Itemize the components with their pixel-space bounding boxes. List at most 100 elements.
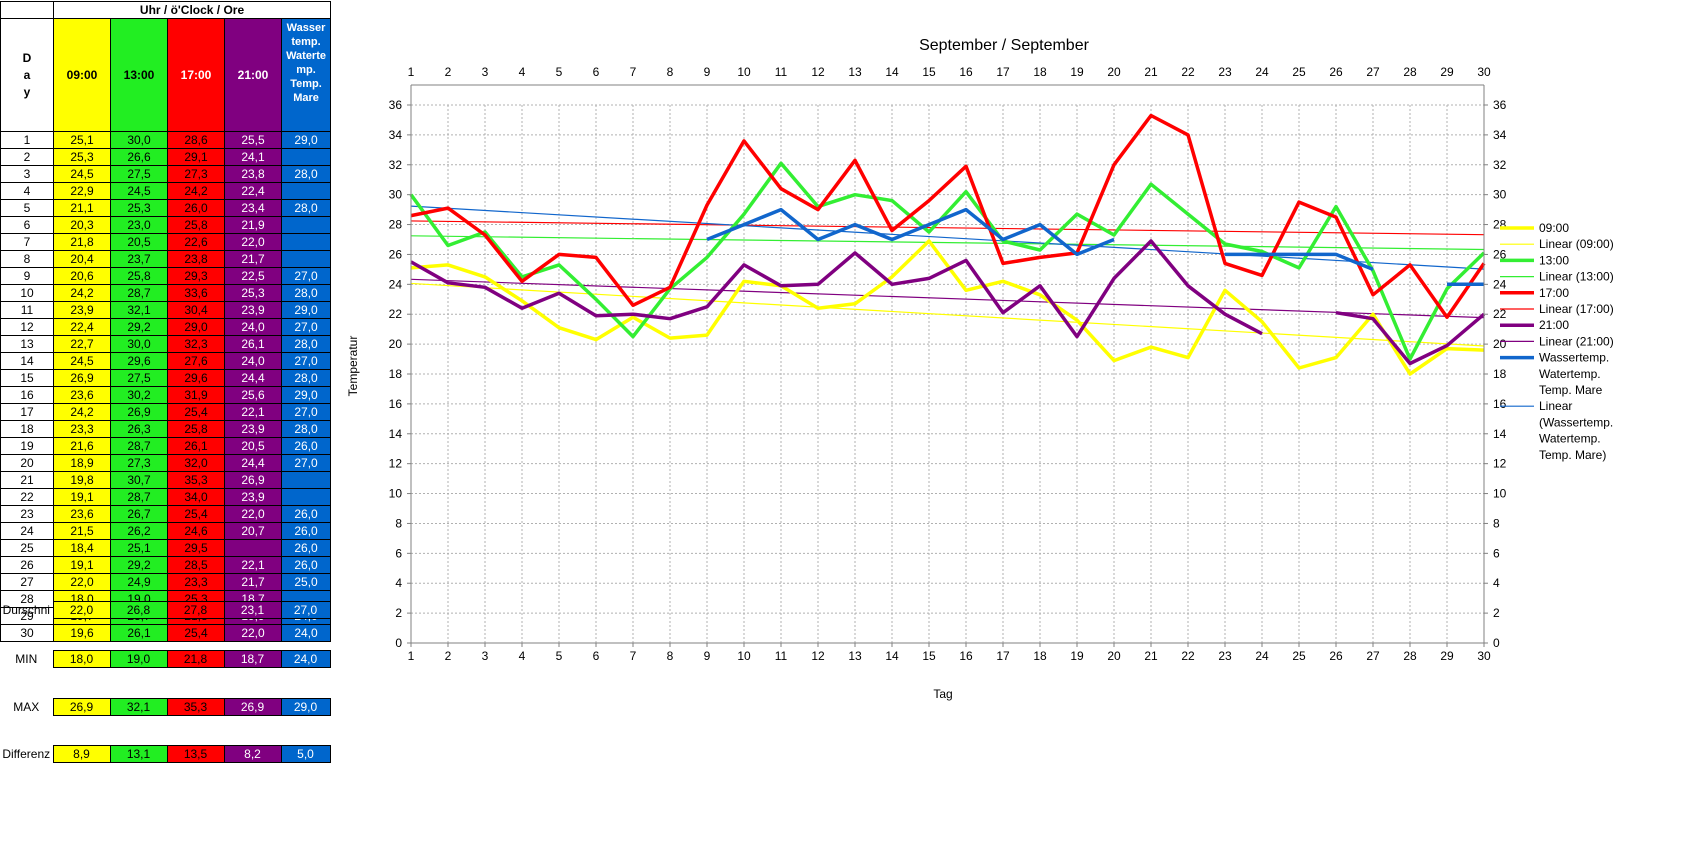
temp-1700-cell: 29,6 [167, 369, 225, 387]
x-tick-label: 11 [775, 649, 788, 663]
legend-label: 09:00 [1539, 221, 1569, 235]
x-tick-label-top: 23 [1218, 65, 1232, 79]
water-temp-cell: 26,0 [280, 539, 332, 557]
day-header: D a y [0, 18, 54, 132]
table-row: 18 23,3 26,3 25,8 23,9 28,0 [0, 420, 332, 438]
temp-2100-cell: 20,7 [224, 522, 282, 540]
temp-1300-cell: 29,2 [110, 556, 168, 574]
table-row: 12 22,4 29,2 29,0 24,0 27,0 [0, 318, 332, 336]
y-tick-label-right: 24 [1493, 277, 1507, 291]
water-temp-cell: 27,0 [280, 454, 332, 472]
day-cell: 18 [0, 420, 54, 438]
day-cell: 14 [0, 352, 54, 370]
x-tick-label-top: 1 [408, 65, 415, 79]
temp-2100-cell: 23,8 [224, 165, 282, 183]
temp-2100-cell: 21,7 [224, 573, 282, 591]
group-header: Uhr / ö'Clock / Ore [52, 1, 332, 19]
temp-1300-cell: 32,1 [110, 301, 168, 319]
x-tick-label-top: 13 [848, 65, 862, 79]
x-tick-label-top: 22 [1181, 65, 1195, 79]
temp-1300-cell: 26,2 [110, 522, 168, 540]
y-tick-label-right: 36 [1493, 98, 1507, 112]
temp-1700-cell: 28,6 [167, 131, 225, 149]
x-tick-label: 21 [1144, 649, 1158, 663]
table-row: 25 18,4 25,1 29,5 26,0 [0, 539, 332, 557]
water-temp-cell: 28,0 [280, 369, 332, 387]
temp-1700-cell: 24,6 [167, 522, 225, 540]
summary-1300: 13,1 [109, 745, 168, 763]
y-tick-label-right: 20 [1493, 337, 1507, 351]
y-tick-label: 12 [389, 457, 403, 471]
y-tick-label: 26 [389, 247, 403, 261]
x-tick-label-top: 12 [811, 65, 825, 79]
x-tick-label-top: 11 [775, 65, 788, 79]
legend-label: Linear (13:00) [1539, 270, 1614, 284]
y-tick-label: 4 [395, 576, 402, 590]
x-tick-label-top: 30 [1477, 65, 1491, 79]
temp-2100-cell: 22,1 [224, 403, 282, 421]
table-row: 19 21,6 28,7 26,1 20,5 26,0 [0, 437, 332, 455]
temp-1300-cell: 26,3 [110, 420, 168, 438]
x-tick-label-top: 26 [1329, 65, 1343, 79]
legend-label: Linear [1539, 399, 1572, 413]
temp-2100-cell: 22,0 [224, 233, 282, 251]
y-axis-label: Temperatur [346, 336, 360, 397]
day-cell: 26 [0, 556, 54, 574]
x-tick-label-top: 25 [1292, 65, 1306, 79]
summary-0900: 22,0 [52, 601, 111, 619]
temp-0900-cell: 19,1 [53, 556, 111, 574]
summary-label: MIN [15, 651, 38, 666]
y-tick-label-right: 34 [1493, 128, 1507, 142]
x-tick-label-top: 20 [1107, 65, 1121, 79]
temp-1300-cell: 26,6 [110, 148, 168, 166]
x-tick-label: 25 [1292, 649, 1306, 663]
water-temp-cell: 28,0 [280, 420, 332, 438]
summary-2100: 18,7 [223, 650, 282, 668]
temp-2100-cell: 24,0 [224, 352, 282, 370]
x-axis-label: Tag [933, 687, 952, 701]
temp-1300-cell: 26,1 [110, 624, 168, 642]
x-tick-label: 16 [959, 649, 973, 663]
summary-1700: 13,5 [166, 745, 225, 763]
legend-label: Linear (09:00) [1539, 237, 1614, 251]
table-row: 22 19,1 28,7 34,0 23,9 [0, 488, 332, 506]
legend-label: 17:00 [1539, 286, 1569, 300]
day-cell: 24 [0, 522, 54, 540]
x-tick-label-top: 19 [1070, 65, 1084, 79]
temp-2100-cell: 24,4 [224, 369, 282, 387]
y-tick-label: 34 [389, 128, 403, 142]
x-tick-label-top: 9 [704, 65, 711, 79]
day-cell: 2 [0, 148, 54, 166]
day-cell: 11 [0, 301, 54, 319]
temp-1300-cell: 30,0 [110, 335, 168, 353]
day-cell: 3 [0, 165, 54, 183]
trendline [410, 220, 1485, 236]
temp-0900-cell: 18,4 [53, 539, 111, 557]
temp-2100-cell: 22,4 [224, 182, 282, 200]
summary-1300: 26,8 [109, 601, 168, 619]
temp-1300-cell: 29,2 [110, 318, 168, 336]
y-tick-label: 32 [389, 158, 403, 172]
y-tick-label-right: 8 [1493, 516, 1500, 530]
day-cell: 20 [0, 454, 54, 472]
trendline [410, 278, 1485, 319]
temp-0900-cell: 22,7 [53, 335, 111, 353]
table-row: 15 26,9 27,5 29,6 24,4 28,0 [0, 369, 332, 387]
legend-label: Linear (21:00) [1539, 334, 1614, 348]
col-header-1700: 17:00 [167, 18, 225, 132]
y-tick-label-right: 2 [1493, 606, 1500, 620]
table-row: 7 21,8 20,5 22,6 22,0 [0, 233, 332, 251]
y-tick-label-right: 30 [1493, 188, 1507, 202]
y-tick-label: 22 [389, 307, 403, 321]
y-tick-label: 24 [389, 277, 403, 291]
summary-row: MAX 26,9 32,1 35,3 26,9 29,0 [0, 698, 331, 716]
temp-1700-cell: 33,6 [167, 284, 225, 302]
water-temp-cell: 26,0 [280, 556, 332, 574]
y-tick-label: 8 [395, 516, 402, 530]
table-row: 27 22,0 24,9 23,3 21,7 25,0 [0, 573, 332, 591]
table-row: 20 18,9 27,3 32,0 24,4 27,0 [0, 454, 332, 472]
table-row: 10 24,2 28,7 33,6 25,3 28,0 [0, 284, 332, 302]
x-tick-label: 15 [922, 649, 936, 663]
day-cell: 27 [0, 573, 54, 591]
temp-2100-cell: 22,1 [224, 556, 282, 574]
